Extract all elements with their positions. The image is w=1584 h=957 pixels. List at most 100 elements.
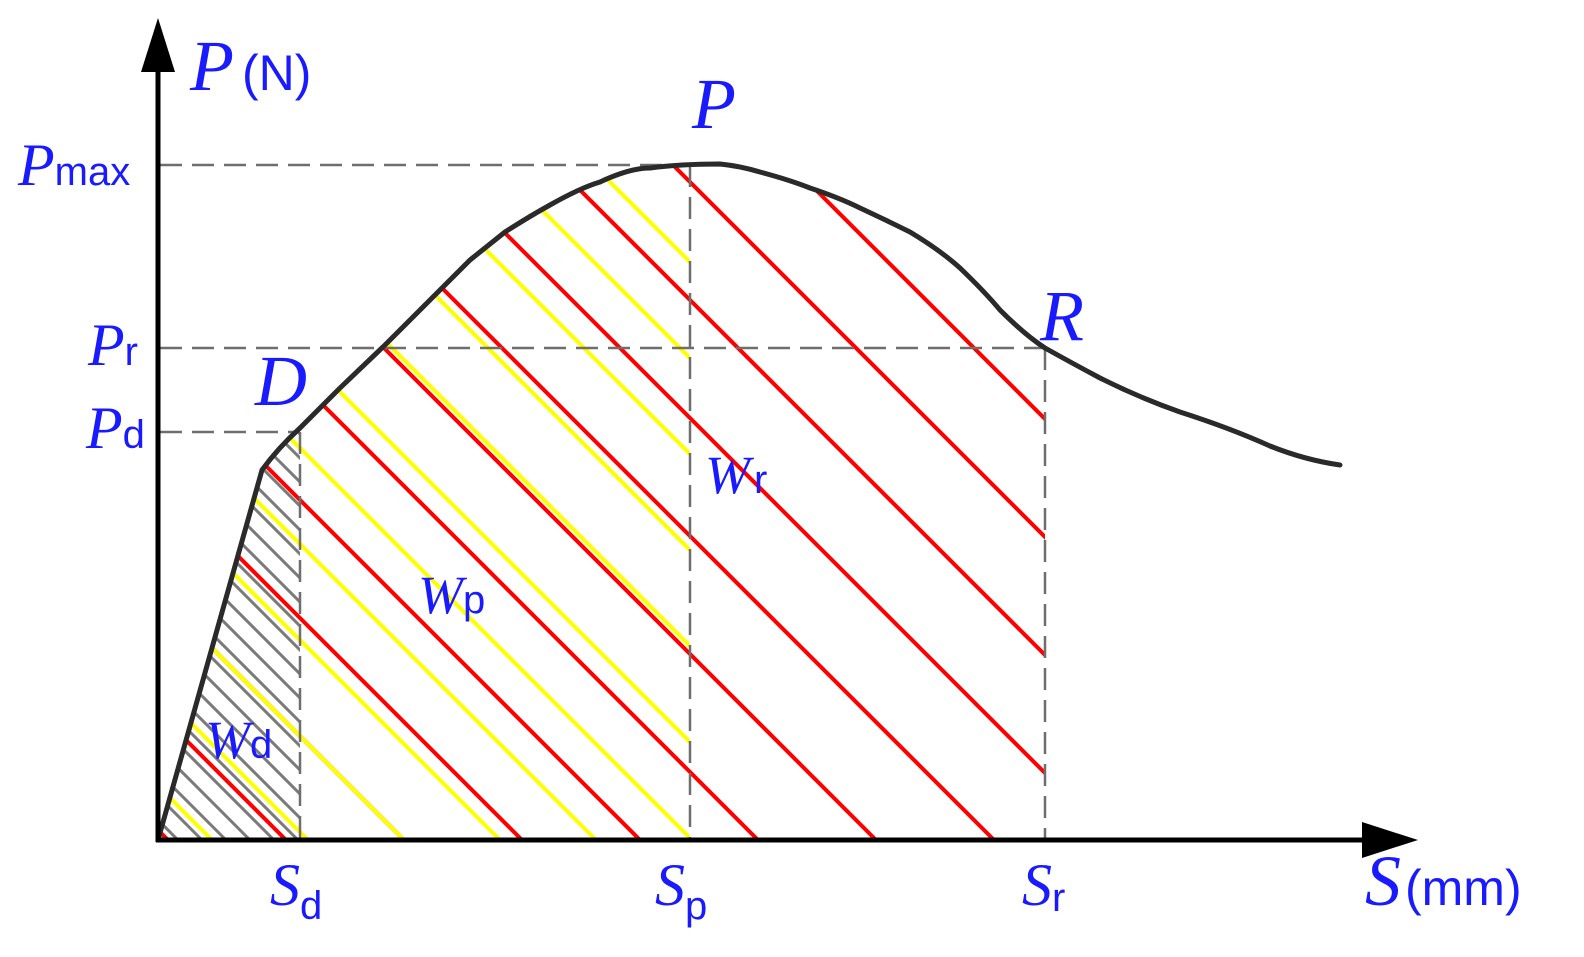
wp-hatch-line-24 [1324, 0, 1584, 840]
y-tick-pr: Pr [87, 312, 138, 378]
wp-hatch-line-10 [158, 165, 690, 840]
wd-hatch-line-82 [978, 0, 1584, 840]
wp-hatch-line-26 [1516, 0, 1584, 840]
wd-hatch-line-103 [1482, 0, 1584, 840]
x-axis-title: S(mm) [1365, 841, 1522, 921]
wp-hatch-line-17 [650, 165, 690, 840]
wd-hatch-line-62 [498, 0, 1498, 840]
wp-hatch-line-18 [748, 0, 1584, 840]
wd-hatch-line-61 [474, 0, 1474, 840]
guide-lines [160, 163, 1047, 840]
y-tick-pd: Pd [85, 395, 145, 461]
wr-hatch-line-10 [228, 164, 1045, 840]
wd-hatch-line-102 [1458, 0, 1584, 840]
wd-hatch-line-66 [594, 0, 1584, 840]
wd-hatch-line-90 [1170, 0, 1584, 840]
wd-hatch-line-70 [690, 0, 1584, 840]
wd-hatch-line-85 [1050, 0, 1584, 840]
wd-hatch-line-98 [1362, 0, 1584, 840]
wd-hatch-line-89 [1146, 0, 1584, 840]
area-wp-label: Wp [418, 565, 485, 625]
wd-hatch-line-93 [1242, 0, 1584, 840]
wd-hatch-line-95 [1290, 0, 1584, 840]
wd-hatch-line-3 [0, 0, 82, 840]
wd-hatch-line-92 [1218, 0, 1584, 840]
wp-hatch-line-23 [1228, 0, 1584, 840]
wd-hatch-line-100 [1410, 0, 1584, 840]
wd-hatch-line-40 [158, 428, 300, 840]
wr-hatch-line-17 [1056, 0, 1584, 840]
wd-hatch-line-99 [1386, 0, 1584, 840]
wp-hatch-line-13 [266, 165, 690, 840]
y-axis-title: P (N) [189, 26, 311, 106]
wr-hatch-line-14 [700, 164, 1045, 840]
wr-hatch-line-3 [158, 164, 406, 840]
wd-hatch-line-94 [1266, 0, 1584, 840]
wd-hatch-line-52 [256, 428, 300, 840]
wd-hatch-line-57 [378, 0, 1378, 840]
wp-hatch-line-21 [1036, 0, 1584, 840]
wd-hatch-line-67 [618, 0, 1584, 840]
wd-hatch-line-58 [402, 0, 1402, 840]
wd-hatch-line-80 [930, 0, 1584, 840]
wd-hatch-line-0 [0, 0, 10, 840]
wd-hatch-line-88 [1122, 0, 1584, 840]
wr-hatch-line-12 [464, 164, 1045, 840]
wr-hatch-line-11 [346, 164, 1045, 840]
wd-hatch-line-101 [1434, 0, 1584, 840]
wd-hatch-line-71 [714, 0, 1584, 840]
wd-hatch-line-106 [1554, 0, 1584, 840]
wr-hatch-line-9 [158, 164, 1045, 840]
wd-hatch-line-83 [1002, 0, 1584, 840]
wd-hatch-line-53 [280, 428, 300, 840]
wr-hatch-line-20 [1410, 0, 1584, 840]
wd-hatch-line-12 [158, 428, 300, 840]
wd-hatch-line-68 [642, 0, 1584, 840]
wp-hatch-line-12 [170, 165, 690, 840]
y-tick-pmax: Pmax [17, 132, 130, 198]
wp-hatch-line-0 [0, 0, 20, 840]
point-d-label: D [254, 341, 307, 421]
wd-hatch-line-86 [1074, 0, 1584, 840]
wd-hatch-line-74 [786, 0, 1584, 840]
wp-hatch-line-15 [458, 165, 690, 840]
wd-hatch-line-91 [1194, 0, 1584, 840]
wd-hatch-line-73 [762, 0, 1584, 840]
wr-hatch-line-18 [1174, 0, 1584, 840]
wd-hatch-line-87 [1098, 0, 1584, 840]
x-tick-sd: Sd [270, 852, 322, 928]
wp-hatch-line-5 [158, 165, 502, 840]
wr-hatch-line-21 [1528, 0, 1584, 840]
point-r-label: R [1039, 276, 1084, 356]
wd-hatch-line-55 [330, 0, 1330, 840]
area-wd-label: Wd [205, 710, 272, 770]
point-p-label: P [691, 64, 736, 144]
wp-hatch-line-19 [844, 0, 1584, 840]
wp-hatch-line-4 [158, 165, 406, 840]
wd-hatch-line-97 [1338, 0, 1584, 840]
x-axis-arrow-icon [1362, 822, 1418, 858]
wr-hatch-line-19 [1292, 0, 1584, 840]
x-tick-sr: Sr [1022, 852, 1065, 920]
wr-hatch-line-4 [158, 164, 524, 840]
wd-hatch-line-2 [0, 0, 58, 840]
wd-hatch-line-104 [1506, 0, 1584, 840]
wd-hatch-line-72 [738, 0, 1584, 840]
wp-hatch-line-11 [158, 165, 690, 840]
y-axis-arrow-icon [141, 18, 175, 72]
wd-hatch-line-107 [1578, 0, 1584, 840]
wd-hatch-line-18 [158, 428, 300, 840]
wr-hatch-line-16 [936, 164, 1045, 840]
wd-hatch-line-60 [450, 0, 1450, 840]
wd-hatch-line-79 [906, 0, 1584, 840]
x-tick-sp: Sp [655, 852, 707, 928]
wp-hatch-line-6 [158, 165, 598, 840]
wd-hatch-line-1 [0, 0, 34, 840]
load-curve [155, 161, 1343, 843]
wd-hatch-line-63 [522, 0, 1522, 840]
wd-hatch-line-15 [158, 428, 300, 840]
wr-hatch-line-0 [0, 0, 50, 840]
wp-hatch-line-20 [940, 0, 1584, 840]
wd-hatch-line-81 [954, 0, 1584, 840]
wr-hatch-line-8 [158, 164, 996, 840]
